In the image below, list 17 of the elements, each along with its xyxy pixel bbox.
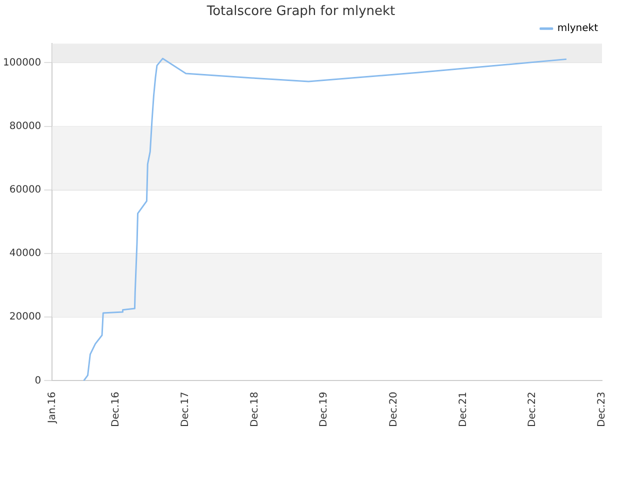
y-tick-label: 100000 <box>2 57 42 68</box>
x-tick-label: Dec.21 <box>458 392 469 428</box>
x-tick-label: Dec.18 <box>249 392 260 428</box>
x-tick-label: Dec.20 <box>388 392 400 428</box>
x-tick-label: Dec.19 <box>318 392 330 428</box>
y-tick-label: 80000 <box>9 120 42 132</box>
x-tick-label: Dec.23 <box>596 392 608 428</box>
x-tick-label: Dec.16 <box>110 392 122 428</box>
y-tick-label: 20000 <box>9 312 42 323</box>
chart-title: Totalscore Graph for mlynekt <box>206 4 396 20</box>
y-tick-label: 0 <box>34 375 42 386</box>
x-tick-label: Dec.17 <box>180 392 191 428</box>
y-tick-label: 40000 <box>9 248 42 260</box>
x-tick-label: Jan.16 <box>46 392 58 424</box>
legend-label: mlynekt <box>557 23 598 34</box>
x-tick-label: Dec.22 <box>527 392 538 428</box>
y-tick-label: 60000 <box>9 184 42 196</box>
